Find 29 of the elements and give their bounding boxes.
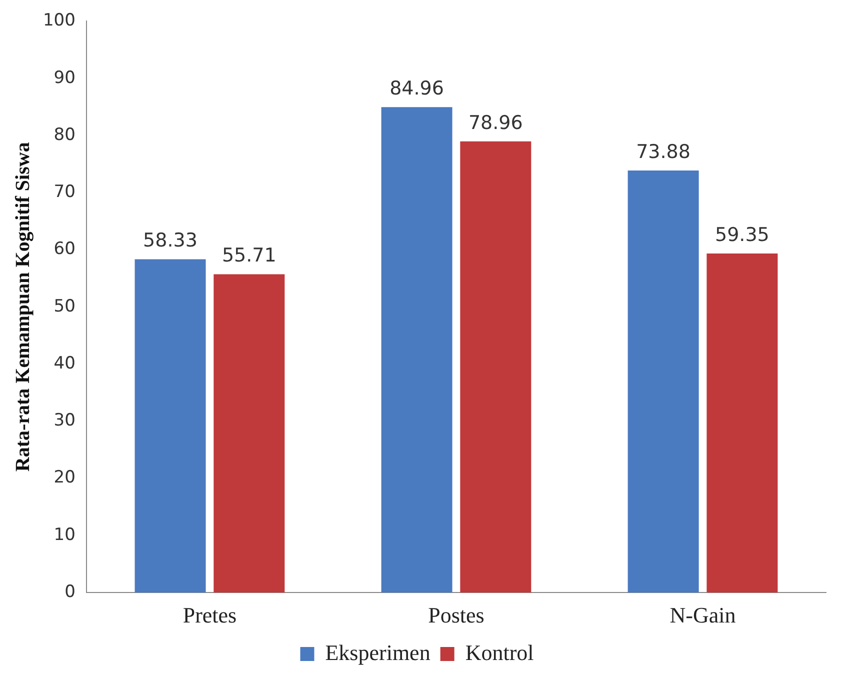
- bar: [134, 259, 206, 593]
- x-tick-label: Pretes: [182, 602, 237, 628]
- y-tick-label: 20: [54, 468, 76, 488]
- y-tick-label: 90: [54, 68, 76, 88]
- x-tick-label: Postes: [428, 602, 484, 628]
- y-tick-label: 60: [54, 239, 76, 260]
- y-tick-label: 100: [42, 10, 76, 31]
- data-label: 78.96: [468, 112, 523, 134]
- data-label: 55.71: [222, 244, 276, 267]
- data-label: 58.33: [143, 230, 198, 252]
- x-tick-label: N-Gain: [670, 602, 736, 628]
- legend-label: Eksperimen: [325, 640, 430, 665]
- bar: [706, 253, 778, 593]
- y-tick-label: 30: [54, 410, 76, 431]
- y-axis-title: Rata-rata Kemampuan Kognitif Siswa: [12, 142, 34, 472]
- data-label: 73.88: [636, 140, 690, 163]
- bar: [628, 170, 699, 593]
- bar: [214, 274, 285, 593]
- data-label: 59.35: [714, 224, 770, 246]
- y-tick-label: 70: [54, 182, 76, 202]
- y-tick-label: 10: [54, 524, 76, 545]
- y-tick-label: 50: [54, 296, 76, 316]
- legend-label: Kontrol: [465, 640, 534, 665]
- bar: [460, 141, 532, 593]
- y-tick-label: 40: [54, 353, 76, 374]
- y-tick-label: 0: [64, 582, 76, 602]
- bar: [381, 107, 452, 593]
- data-label: 84.96: [390, 78, 444, 100]
- y-tick-label: 80: [54, 124, 76, 145]
